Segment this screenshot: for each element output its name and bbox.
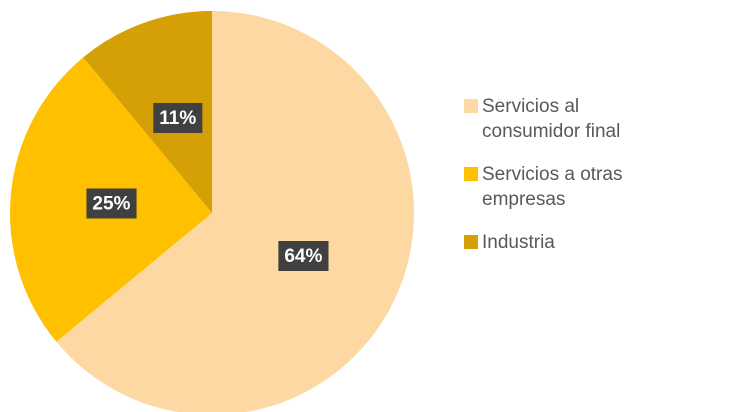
legend-label: Servicios al consumidor final	[482, 96, 621, 142]
legend-swatch	[464, 167, 478, 181]
legend: Servicios al consumidor final Servicios a…	[464, 94, 744, 273]
data-label: 64%	[284, 246, 322, 267]
legend-label: Industria	[482, 232, 555, 253]
data-label-box	[86, 188, 137, 219]
legend-swatch	[464, 99, 478, 113]
data-label-box	[153, 102, 203, 133]
legend-swatch	[464, 235, 478, 249]
data-label-group: 11%	[153, 102, 203, 133]
data-label-group: 25%	[86, 188, 137, 219]
data-label-box	[278, 241, 329, 272]
data-label: 25%	[92, 194, 130, 215]
pie-slice	[83, 11, 212, 213]
legend-item: Servicios al consumidor final	[464, 94, 744, 144]
legend-item: Industria	[464, 230, 744, 255]
data-label: 11%	[159, 108, 196, 129]
data-label-group: 64%	[278, 241, 329, 272]
legend-item: Servicios a otras empresas	[464, 162, 744, 212]
legend-label: Servicios a otras empresas	[482, 164, 623, 210]
pie-slice	[56, 11, 414, 412]
